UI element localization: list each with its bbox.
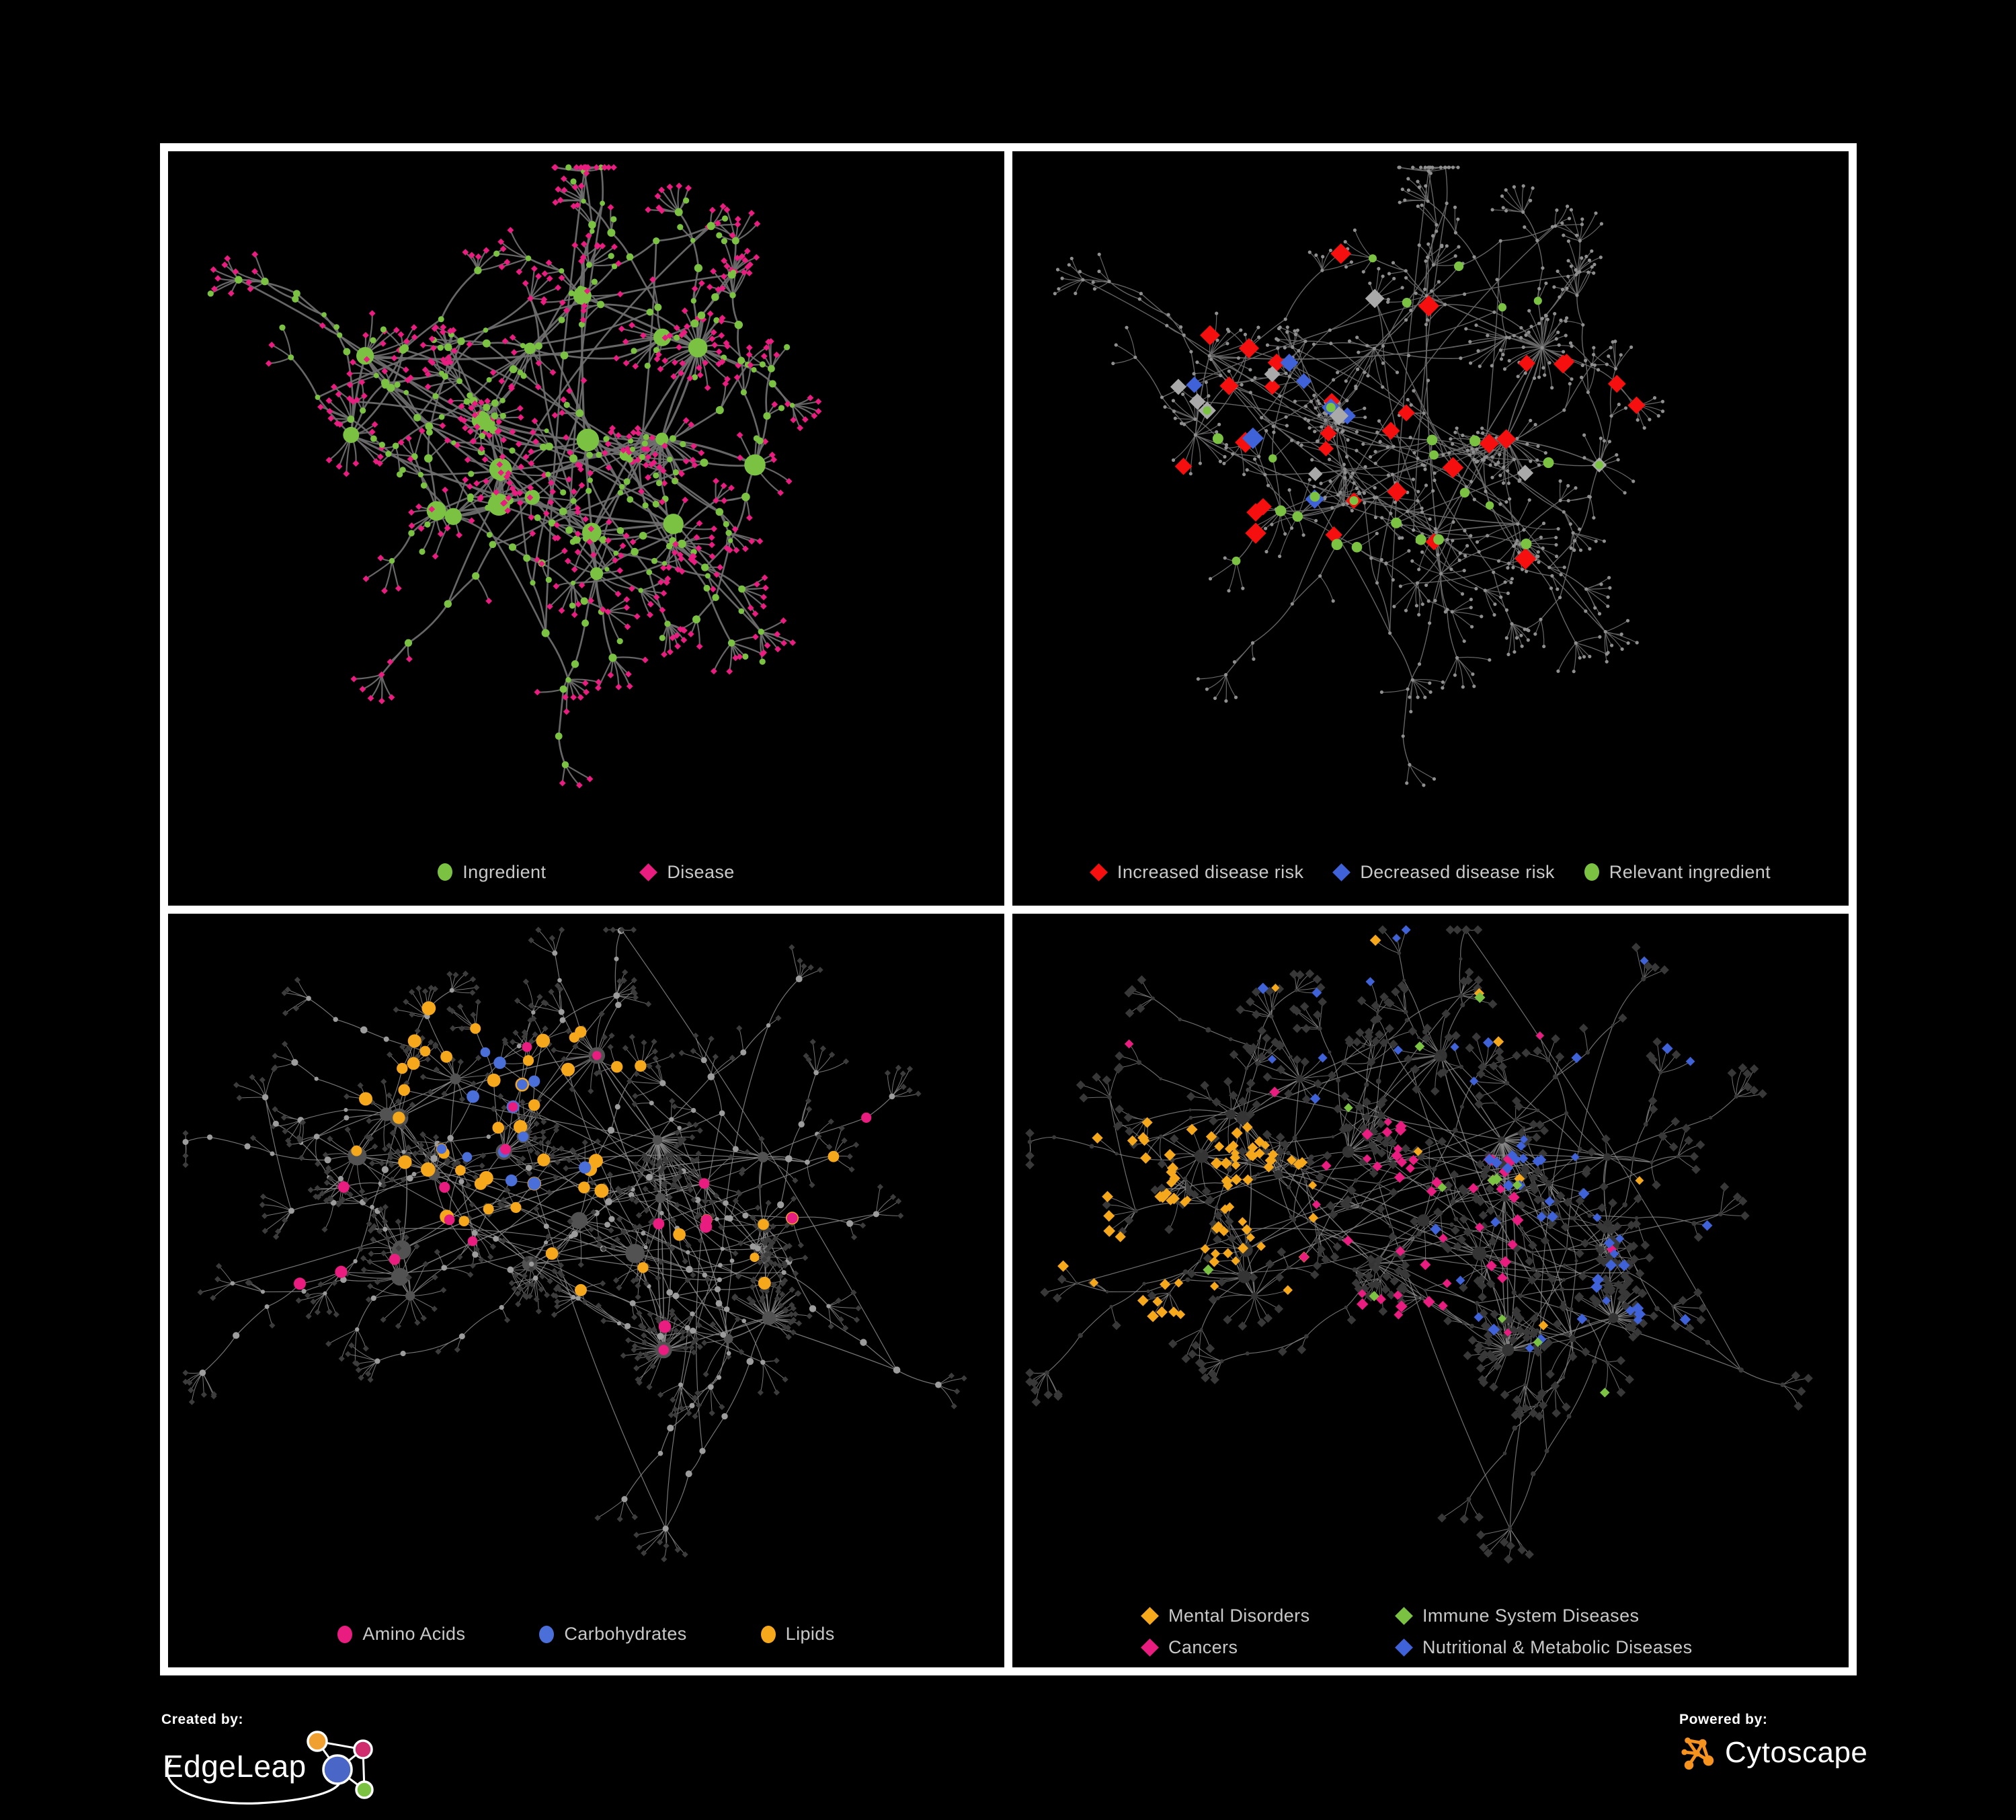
legend-label-decreased-risk: Decreased disease risk [1360,861,1555,882]
legend-label-carbohydrates: Carbohydrates [564,1624,687,1644]
relevant-ingredient-swatch-icon [1584,863,1599,881]
edgeleap-node-orange [307,1731,328,1752]
legend-item-increased-risk: Increased disease risk [1089,861,1304,883]
amino-acids-swatch-icon [337,1625,353,1643]
panel-disease-class: Mental Disorders Immune System Diseases … [1012,913,1849,1667]
ingredient-swatch-icon [438,863,453,881]
panel-ingredient-disease: Ingredient Disease [168,151,1004,906]
legend-item-carbohydrates: Carbohydrates [539,1624,686,1645]
legend-item-lipids: Lipids [760,1624,835,1645]
cytoscape-brand-text: Cytoscape [1725,1736,1868,1769]
legend-label-cancers: Cancers [1168,1637,1238,1657]
decreased-risk-swatch-icon [1332,863,1351,881]
legend-item-immune-system-diseases: Immune System Diseases [1395,1606,1720,1626]
panel-chemical-class: Amino Acids Carbohydrates Lipids [168,913,1004,1667]
edgeleap-logo [166,1731,374,1805]
edgeleap-brand-text: EdgeLeap [163,1749,307,1784]
legend-item-mental-disorders: Mental Disorders [1141,1606,1396,1626]
disease-class-network-graph [1025,924,1813,1564]
cytoscape-credit: Powered by: Cytoscape [1679,1712,1881,1772]
edgeleap-node-green [355,1780,374,1799]
legend-label-mental-disorders: Mental Disorders [1168,1606,1310,1626]
legend-disease-class: Mental Disorders Immune System Diseases … [1141,1606,1720,1658]
legend-label-relevant-ingredient: Relevant ingredient [1609,861,1771,882]
legend-label-ingredient: Ingredient [462,861,547,882]
legend-label-disease: Disease [667,861,735,882]
legend-label-lipids: Lipids [785,1624,835,1644]
panel-disease-risk: Increased disease risk Decreased disease… [1012,151,1849,906]
legend-ingredient-disease: Ingredient Disease [168,862,1004,883]
powered-by-label: Powered by: [1679,1712,1768,1727]
disease-risk-network-graph [1053,165,1665,787]
immune-system-diseases-swatch-icon [1395,1607,1413,1625]
cytoscape-logo [1681,1737,1714,1770]
mental-disorders-swatch-icon [1141,1607,1159,1625]
chemical-class-network-graph [182,926,967,1562]
created-by-label: Created by: [161,1712,244,1727]
edgeleap-credit: Created by: EdgeLeap [161,1712,390,1813]
lipids-swatch-icon [760,1625,776,1643]
legend-label-amino-acids: Amino Acids [362,1624,466,1644]
legend-chemical-class: Amino Acids Carbohydrates Lipids [168,1624,1004,1645]
carbohydrates-swatch-icon [539,1625,555,1643]
cancers-swatch-icon [1141,1638,1159,1657]
legend-label-immune-system-diseases: Immune System Diseases [1422,1606,1640,1626]
legend-item-ingredient: Ingredient [438,862,546,883]
legend-item-cancers: Cancers [1141,1637,1396,1658]
edgeleap-node-magenta [353,1739,373,1759]
legend-item-amino-acids: Amino Acids [337,1624,465,1645]
legend-disease-risk: Increased disease risk Decreased disease… [1012,862,1849,883]
nutritional-metabolic-diseases-swatch-icon [1395,1638,1413,1657]
legend-label-nutritional-metabolic-diseases: Nutritional & Metabolic Diseases [1422,1637,1693,1657]
legend-label-increased-risk: Increased disease risk [1117,861,1304,882]
increased-risk-swatch-icon [1089,863,1108,881]
edgeleap-node-blue [322,1754,353,1785]
legend-item-relevant-ingredient: Relevant ingredient [1584,862,1771,883]
disease-swatch-icon [639,863,658,881]
legend-item-decreased-risk: Decreased disease risk [1332,861,1555,883]
ingredient-disease-network-graph [207,164,822,789]
legend-item-nutritional-metabolic-diseases: Nutritional & Metabolic Diseases [1395,1637,1720,1658]
legend-item-disease: Disease [639,861,735,883]
figure-frame: Ingredient Disease Increased disease ris… [160,143,1857,1675]
edgeleap-logo-wrap: EdgeLeap [161,1728,390,1814]
